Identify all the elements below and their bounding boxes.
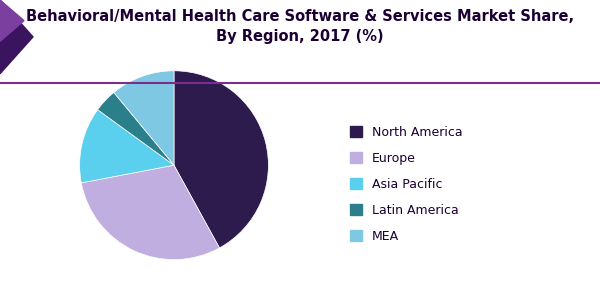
Text: Behavioral/Mental Health Care Software & Services Market Share,
By Region, 2017 : Behavioral/Mental Health Care Software &… [26,9,574,44]
Legend: North America, Europe, Asia Pacific, Latin America, MEA: North America, Europe, Asia Pacific, Lat… [343,119,469,249]
Wedge shape [81,165,220,260]
Wedge shape [80,110,174,183]
Wedge shape [114,71,174,165]
Wedge shape [174,71,268,248]
Wedge shape [98,92,174,165]
